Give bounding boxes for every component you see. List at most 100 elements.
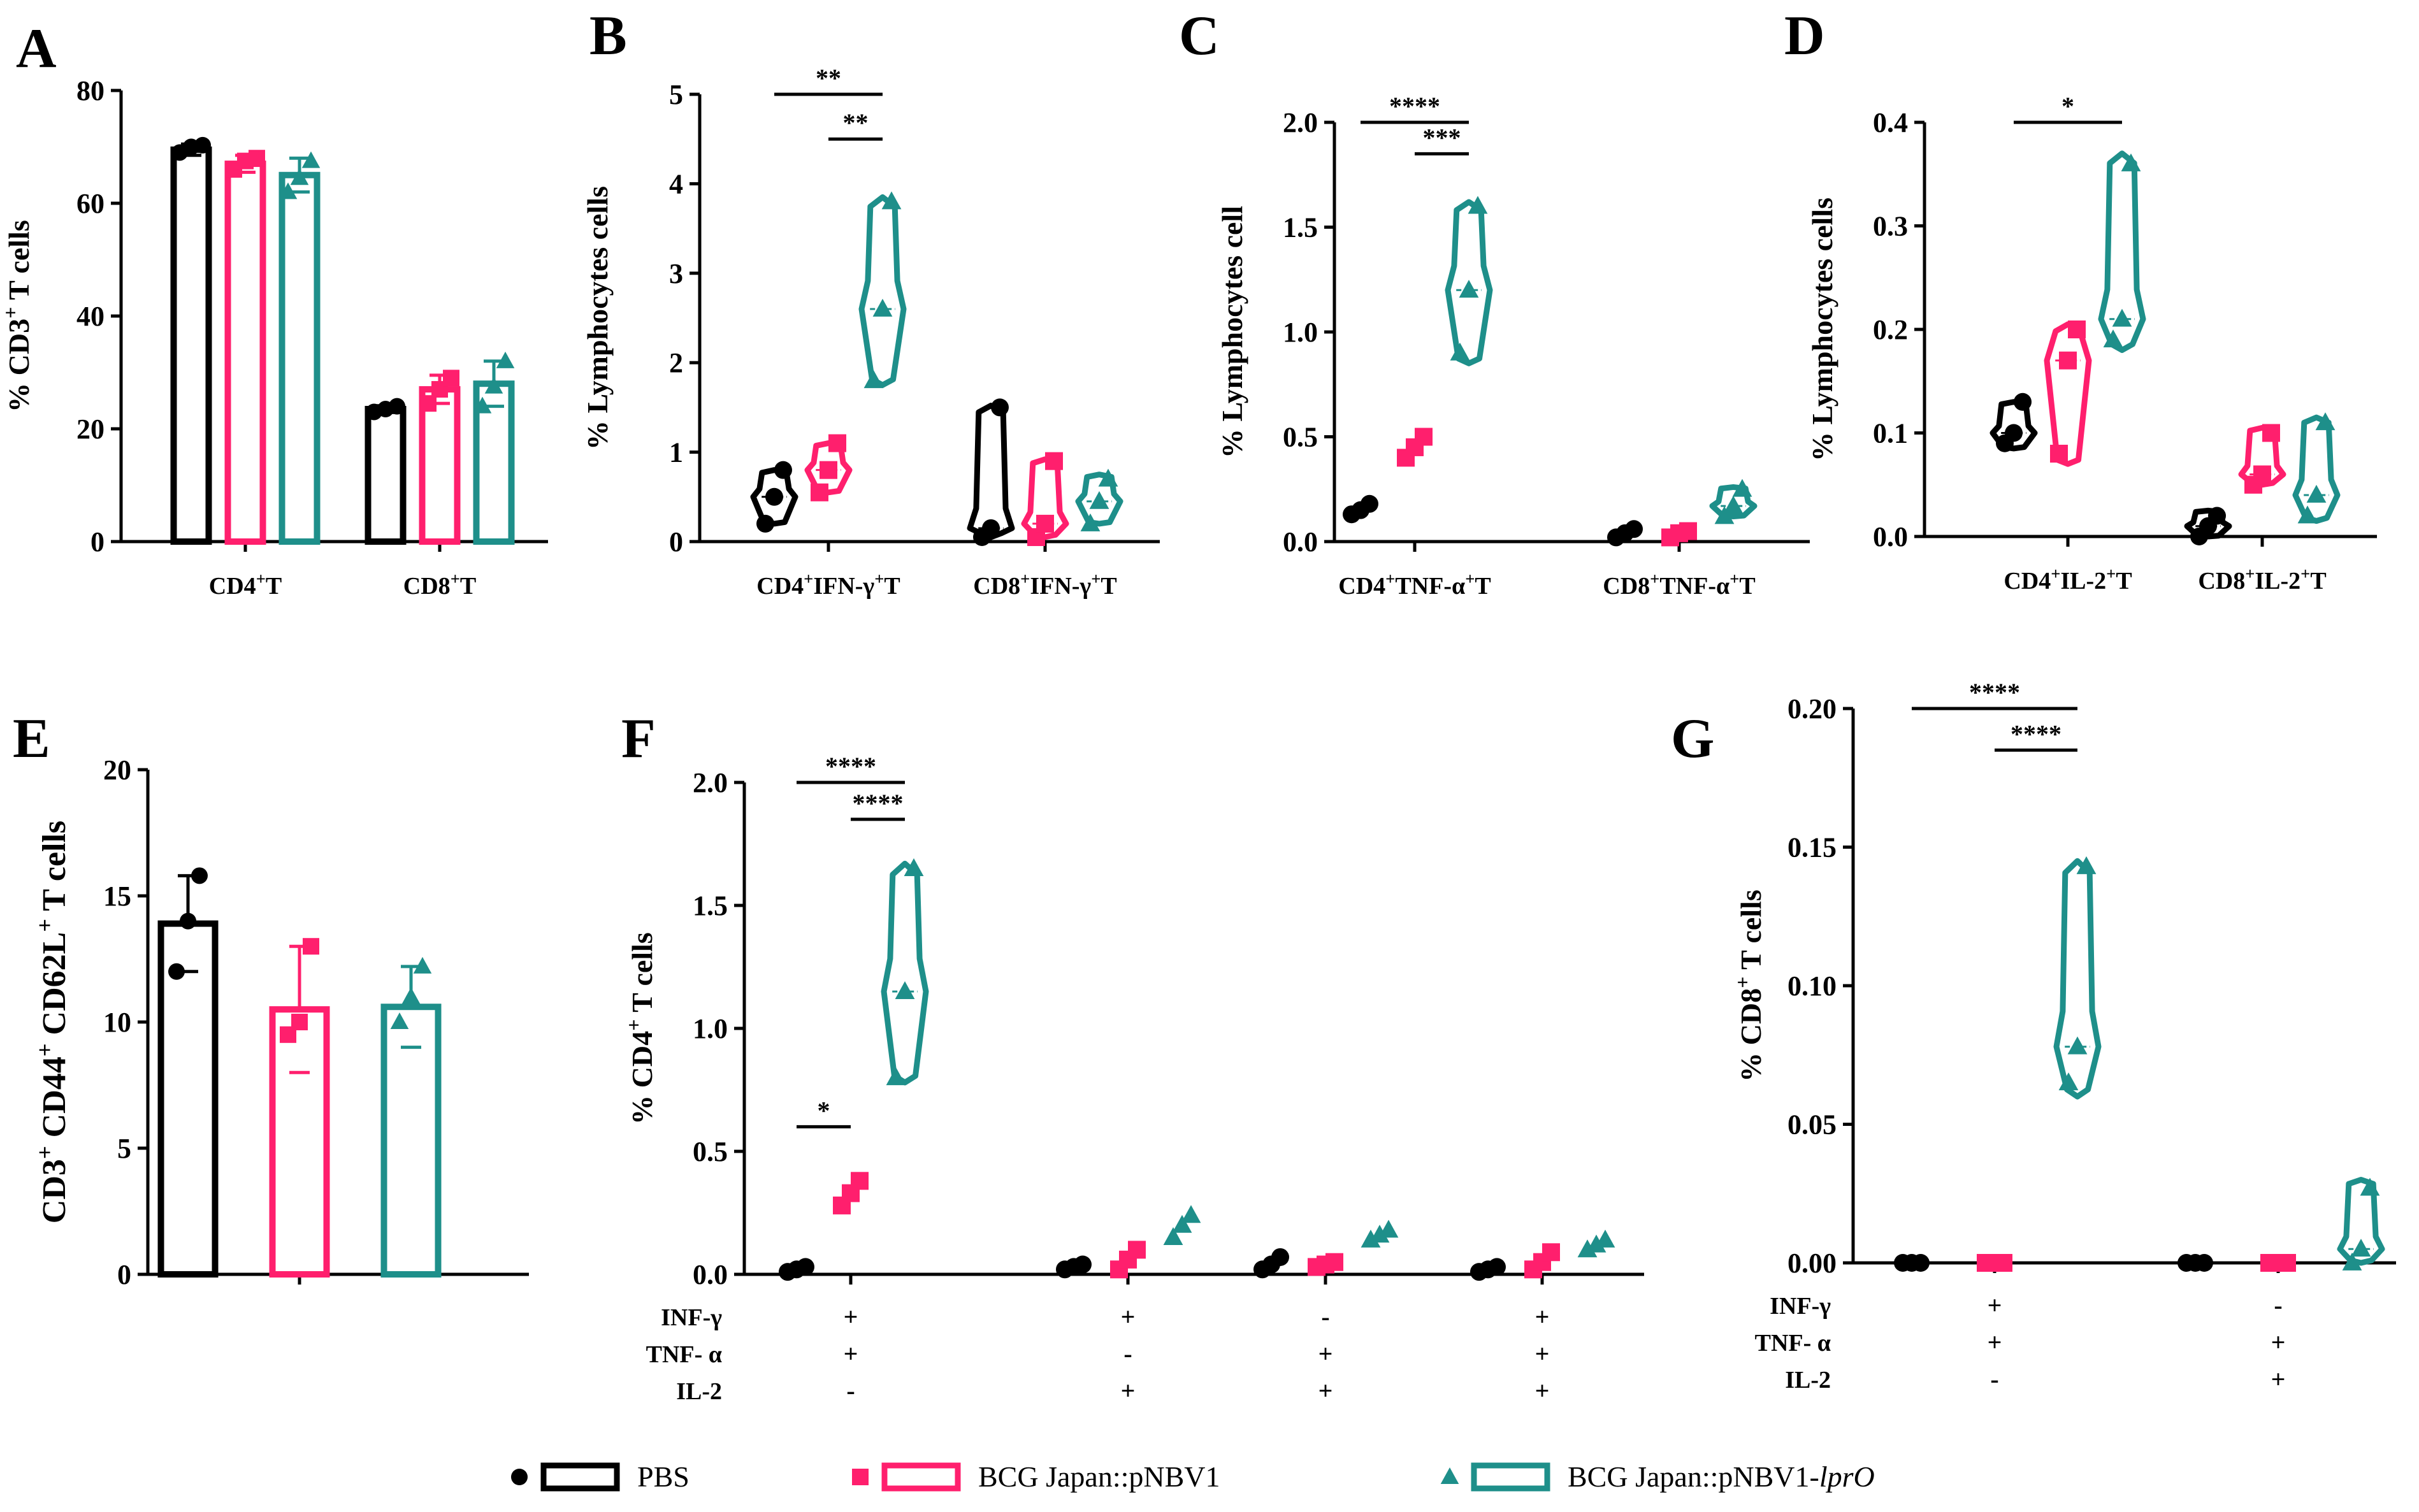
data-point bbox=[1714, 506, 1735, 524]
y-axis-label-part: % CD8 bbox=[1735, 988, 1767, 1082]
legend-label: PBS bbox=[637, 1460, 690, 1493]
x-tick-label: CD4+IL-2+T bbox=[2004, 564, 2132, 594]
legend-swatch bbox=[1471, 1462, 1550, 1492]
y-axis-label-part: % Lymphocytes cell bbox=[1216, 206, 1248, 458]
data-point bbox=[756, 514, 774, 533]
x-tick-label-part: T bbox=[2116, 568, 2132, 594]
y-axis-label-part: T cells bbox=[3, 220, 35, 306]
data-point bbox=[765, 487, 783, 506]
data-point bbox=[2059, 351, 2077, 370]
data-point bbox=[401, 987, 421, 1004]
x-tick-label-part: T bbox=[2310, 568, 2326, 594]
bar bbox=[365, 406, 407, 545]
data-point bbox=[2014, 392, 2032, 411]
violin bbox=[2098, 150, 2146, 353]
y-tick-label: 0.0 bbox=[1283, 526, 1318, 558]
data-point bbox=[2050, 445, 2068, 463]
panel-letter: F bbox=[621, 708, 656, 770]
x-tick-label-part: CD4 bbox=[756, 573, 804, 600]
data-point bbox=[2208, 507, 2226, 525]
data-point bbox=[851, 1172, 869, 1190]
data-point bbox=[820, 461, 837, 479]
y-tick-label: 0.4 bbox=[1873, 107, 1908, 138]
panel-letter: D bbox=[1784, 5, 1825, 67]
data-point bbox=[1074, 1255, 1092, 1274]
y-tick-label: 0.0 bbox=[693, 1259, 728, 1290]
significance-label: * bbox=[818, 1096, 830, 1125]
panel-letter: B bbox=[589, 5, 627, 67]
x-tick-label: CD4+TNF-α+T bbox=[1338, 569, 1491, 600]
data-point bbox=[2068, 320, 2086, 338]
data-point bbox=[1325, 1253, 1343, 1271]
data-point bbox=[1488, 1258, 1506, 1276]
legend-label-text: BCG Japan::pNBV1- bbox=[1568, 1460, 1819, 1493]
data-point bbox=[1450, 342, 1470, 361]
x-tick-label-part: IL-2 bbox=[2060, 568, 2106, 594]
y-tick-label: 1.0 bbox=[693, 1013, 728, 1044]
y-axis-label-part: + bbox=[32, 919, 57, 932]
violin bbox=[1075, 472, 1123, 527]
data-point bbox=[2342, 1252, 2362, 1271]
y-axis-label-part: + bbox=[1731, 977, 1754, 988]
y-tick-label: 20 bbox=[76, 414, 105, 445]
y-axis-label-part: + bbox=[32, 1043, 57, 1056]
y-tick-label: 1.0 bbox=[1283, 317, 1318, 348]
y-axis-label: % Lymphocytes cells bbox=[581, 186, 614, 450]
data-point bbox=[982, 519, 1000, 537]
data-point bbox=[2067, 1036, 2088, 1055]
x-tick-label-part: T bbox=[460, 573, 476, 600]
x-tick-label-part: CD8 bbox=[1603, 573, 1650, 600]
legend: PBS BCG Japan::pNBV1 BCG Japan::pNBV1-lprO bbox=[511, 1460, 1875, 1493]
data-point bbox=[2360, 1177, 2380, 1196]
violin bbox=[1709, 484, 1758, 520]
legend-marker bbox=[852, 1469, 869, 1485]
violin bbox=[2292, 414, 2341, 524]
data-point bbox=[2315, 412, 2336, 431]
x-tick-label-part: T bbox=[1475, 573, 1491, 600]
legend-item-lpro: BCG Japan::pNBV1-lprO bbox=[1440, 1460, 1875, 1493]
data-point bbox=[278, 182, 298, 199]
y-axis-label: % CD3+ T cells bbox=[0, 220, 35, 412]
x-tick-label-part: + bbox=[1650, 569, 1659, 588]
data-point bbox=[2005, 424, 2023, 442]
y-tick-label: 15 bbox=[103, 881, 131, 912]
data-point bbox=[1045, 452, 1063, 470]
y-axis-label: % CD8+ T cells bbox=[1731, 889, 1767, 1082]
y-tick-label: 1.5 bbox=[1283, 212, 1318, 243]
significance-label: **** bbox=[853, 789, 904, 817]
data-point bbox=[484, 377, 503, 394]
legend-marker bbox=[1440, 1467, 1459, 1485]
data-point bbox=[2297, 505, 2318, 524]
data-point bbox=[2058, 1072, 2079, 1091]
data-point bbox=[1378, 1220, 1399, 1238]
data-point bbox=[1723, 495, 1744, 514]
data-point bbox=[1625, 520, 1643, 538]
significance-label: **** bbox=[1969, 678, 2020, 707]
data-point bbox=[1542, 1243, 1560, 1262]
data-point bbox=[1732, 479, 1752, 497]
treatment-row-label: IL-2 bbox=[1785, 1367, 1831, 1393]
data-point bbox=[1577, 1239, 1598, 1258]
y-tick-label: 0.05 bbox=[1787, 1109, 1837, 1141]
data-point bbox=[904, 858, 924, 876]
data-point bbox=[1172, 1214, 1192, 1233]
violin bbox=[1445, 199, 1493, 366]
data-point bbox=[303, 938, 319, 955]
y-tick-label: 1.5 bbox=[693, 890, 728, 921]
y-axis-label-part: % CD3 bbox=[3, 319, 35, 412]
treatment-row-label: INF-γ bbox=[661, 1304, 722, 1331]
x-tick-label-part: + bbox=[874, 569, 884, 588]
data-point bbox=[1679, 522, 1697, 540]
panel-d: D0.00.10.20.30.4% Lymphocytes cellsCD4+I… bbox=[1784, 5, 2377, 594]
treatment-mark: - bbox=[1321, 1302, 1329, 1331]
y-tick-label: 0.3 bbox=[1873, 211, 1908, 242]
data-point bbox=[1271, 1248, 1289, 1266]
violin bbox=[2044, 321, 2092, 467]
y-tick-label: 0.1 bbox=[1873, 418, 1908, 449]
data-point bbox=[180, 912, 196, 930]
y-tick-label: 2 bbox=[669, 347, 683, 378]
y-axis-label-part: + bbox=[32, 1146, 57, 1159]
violin bbox=[2337, 1177, 2385, 1266]
y-axis-label-part: T cells bbox=[626, 932, 658, 1019]
bar bbox=[278, 171, 321, 545]
